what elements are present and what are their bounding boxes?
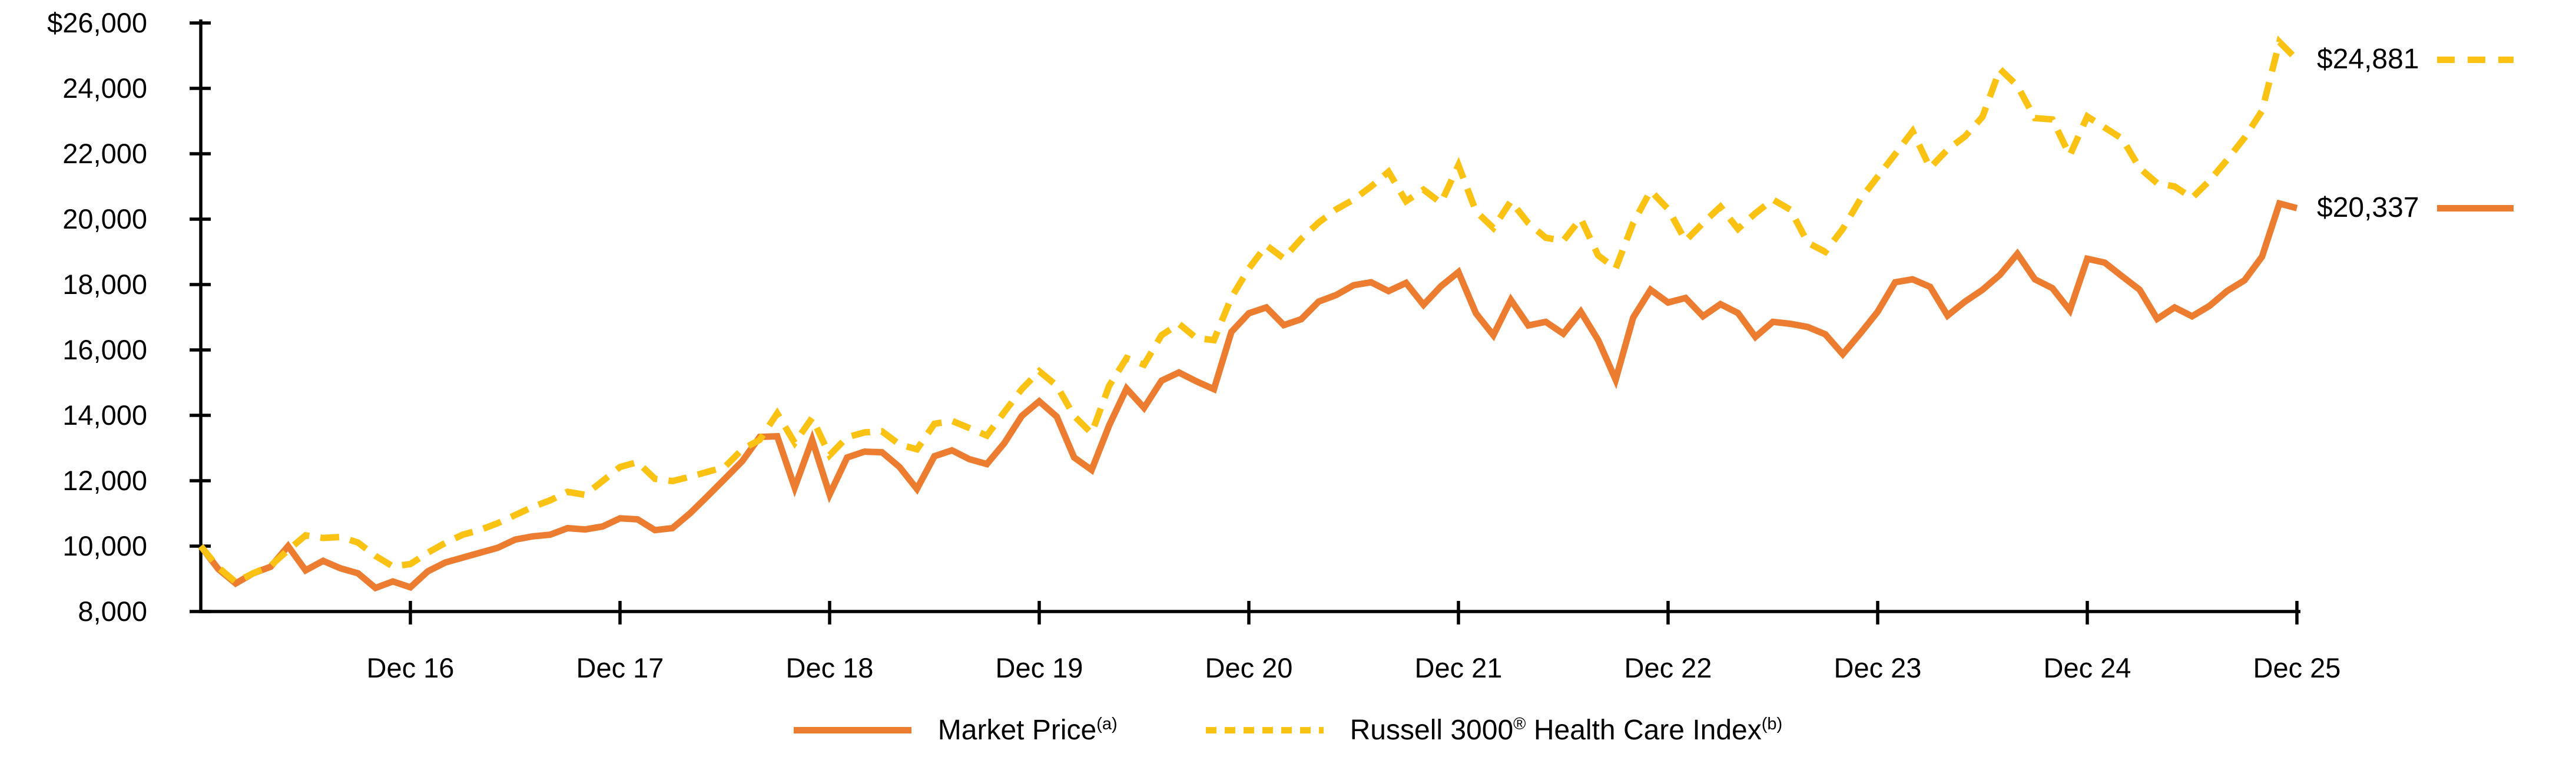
x-axis-tick-label: Dec 22 xyxy=(1624,652,1712,683)
x-axis-tick-label: Dec 17 xyxy=(576,652,664,683)
index-end-label: $24,881 xyxy=(2317,39,2514,80)
y-axis-tick-label: 12,000 xyxy=(62,465,147,496)
legend-index-label: Russell 3000® Health Care Index(b) xyxy=(1350,715,1783,746)
y-axis-tick-label: 18,000 xyxy=(62,269,147,300)
x-axis-tick-label: Dec 21 xyxy=(1415,652,1503,683)
y-axis-tick-label: 22,000 xyxy=(62,138,147,169)
y-axis-tick-label: 10,000 xyxy=(62,530,147,561)
y-axis-tick-label: 14,000 xyxy=(62,399,147,431)
y-axis-tick-label: 24,000 xyxy=(62,72,147,104)
legend-market-price-swatch-icon xyxy=(793,727,911,733)
market-price-line-swatch-icon xyxy=(2436,204,2514,211)
index-line-swatch-icon xyxy=(2436,56,2514,63)
index-end-value: $24,881 xyxy=(2317,44,2419,75)
legend: Market Price(a) Russell 3000® Health Car… xyxy=(0,714,2576,746)
x-axis-tick-label: Dec 25 xyxy=(2253,652,2341,683)
legend-index-swatch-icon xyxy=(1205,727,1324,733)
market-price-line xyxy=(198,199,2298,592)
legend-market-price-label: Market Price(a) xyxy=(937,715,1118,746)
market-price-end-label: $20,337 xyxy=(2317,188,2514,228)
y-axis-tick-label: 20,000 xyxy=(62,203,147,234)
x-axis-tick-label: Dec 24 xyxy=(2044,652,2131,683)
x-axis-tick-label: Dec 19 xyxy=(996,652,1083,683)
x-axis-tick-label: Dec 23 xyxy=(1834,652,1922,683)
y-axis-tick-label: $26,000 xyxy=(47,7,147,38)
footnote-b-superscript: (b) xyxy=(1761,715,1783,733)
x-axis-tick-label: Dec 18 xyxy=(786,652,874,683)
x-axis-tick-label: Dec 16 xyxy=(367,652,455,683)
index-line xyxy=(198,35,2299,586)
footnote-a-superscript: (a) xyxy=(1096,715,1118,733)
x-axis-tick-label: Dec 20 xyxy=(1205,652,1293,683)
y-axis-tick-label: 16,000 xyxy=(62,334,147,365)
y-axis-tick-label: 8,000 xyxy=(78,596,147,627)
registered-trademark-superscript: ® xyxy=(1513,715,1526,733)
market-price-end-value: $20,337 xyxy=(2317,192,2419,223)
